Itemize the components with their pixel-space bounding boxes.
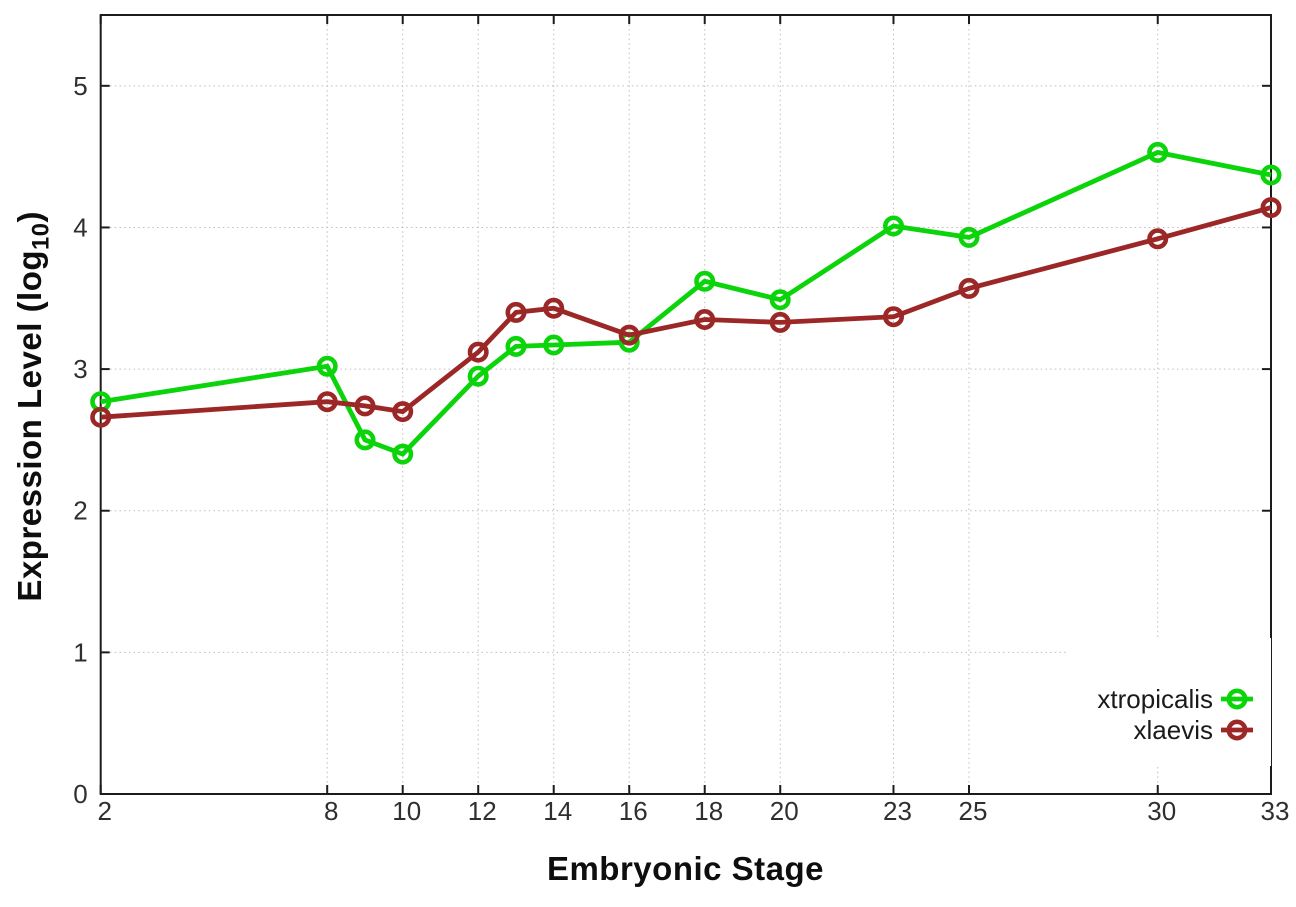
data-point-xlaevis [882,306,904,328]
x-tick-label: 18 [694,796,723,826]
data-point-xtropicalis [694,270,716,292]
data-point-xtropicalis [882,215,904,237]
data-point-xtropicalis [1147,141,1169,163]
x-tick-label: 12 [468,796,497,826]
x-tick-label: 25 [959,796,988,826]
series-line-xtropicalis [100,149,1272,457]
data-point-xlaevis [1260,197,1282,219]
y-tick-label: 2 [73,496,87,526]
y-tick-label: 3 [73,354,87,384]
y-tick-label: 4 [73,212,87,242]
x-tick-label: 8 [324,796,338,826]
data-point-xlaevis [316,391,338,413]
data-point-xtropicalis [505,335,527,357]
x-tick-label: 10 [392,796,421,826]
series-xtropicalis [90,141,1282,465]
legend-background [1069,638,1271,766]
x-tick-labels: 2 8 10 12 14 16 18 20 23 25 30 33 [97,796,1289,826]
x-tick-label: 20 [770,796,799,826]
x-tick-label: 14 [543,796,572,826]
data-point-xlaevis [354,395,376,417]
data-point-xtropicalis [769,289,791,311]
x-tick-label: 30 [1147,796,1176,826]
y-tick-label: 5 [73,71,87,101]
y-tick-label: 0 [73,779,87,809]
y-axis-title-close: ) [10,210,48,223]
legend-marker-xtropicalis [1226,688,1248,710]
y-axis-title-container: Expression Level (log10) [0,0,66,812]
data-point-xlaevis [769,311,791,333]
data-point-xtropicalis [543,334,565,356]
y-tick-label: 1 [73,637,87,667]
x-tick-label: 2 [97,796,111,826]
data-point-xlaevis [958,277,980,299]
data-point-xlaevis [467,341,489,363]
data-point-xtropicalis [958,226,980,248]
legend-label-xtropicalis: xtropicalis [1097,684,1213,714]
data-point-xtropicalis [354,429,376,451]
x-tick-label: 33 [1261,796,1290,826]
data-point-xlaevis [543,297,565,319]
data-point-xlaevis [505,301,527,323]
data-point-xlaevis [1147,228,1169,250]
y-axis-title: Expression Level (log10) [11,211,56,602]
x-tick-label: 23 [883,796,912,826]
y-tick-labels: 0 1 2 3 4 5 [73,71,87,809]
data-point-xtropicalis [392,443,414,465]
data-point-xtropicalis [316,355,338,377]
legend-label-xlaevis: xlaevis [1134,715,1213,745]
tick-marks [99,15,1272,795]
x-tick-label: 16 [619,796,648,826]
x-axis-title: Embryonic Stage [546,850,825,887]
y-axis-title-main: Expression Level (log [10,249,48,602]
series-line-xlaevis [100,205,1272,420]
data-point-xlaevis [392,401,414,423]
data-point-xlaevis [90,406,112,428]
data-point-xlaevis [694,308,716,330]
series-xlaevis [90,197,1282,428]
y-axis-title-subscript: 10 [27,222,55,250]
plot-border [99,14,1273,795]
data-point-xtropicalis [1260,164,1282,186]
legend-marker-xlaevis [1226,719,1248,741]
data-point-xlaevis [618,324,640,346]
data-point-xtropicalis [467,365,489,387]
